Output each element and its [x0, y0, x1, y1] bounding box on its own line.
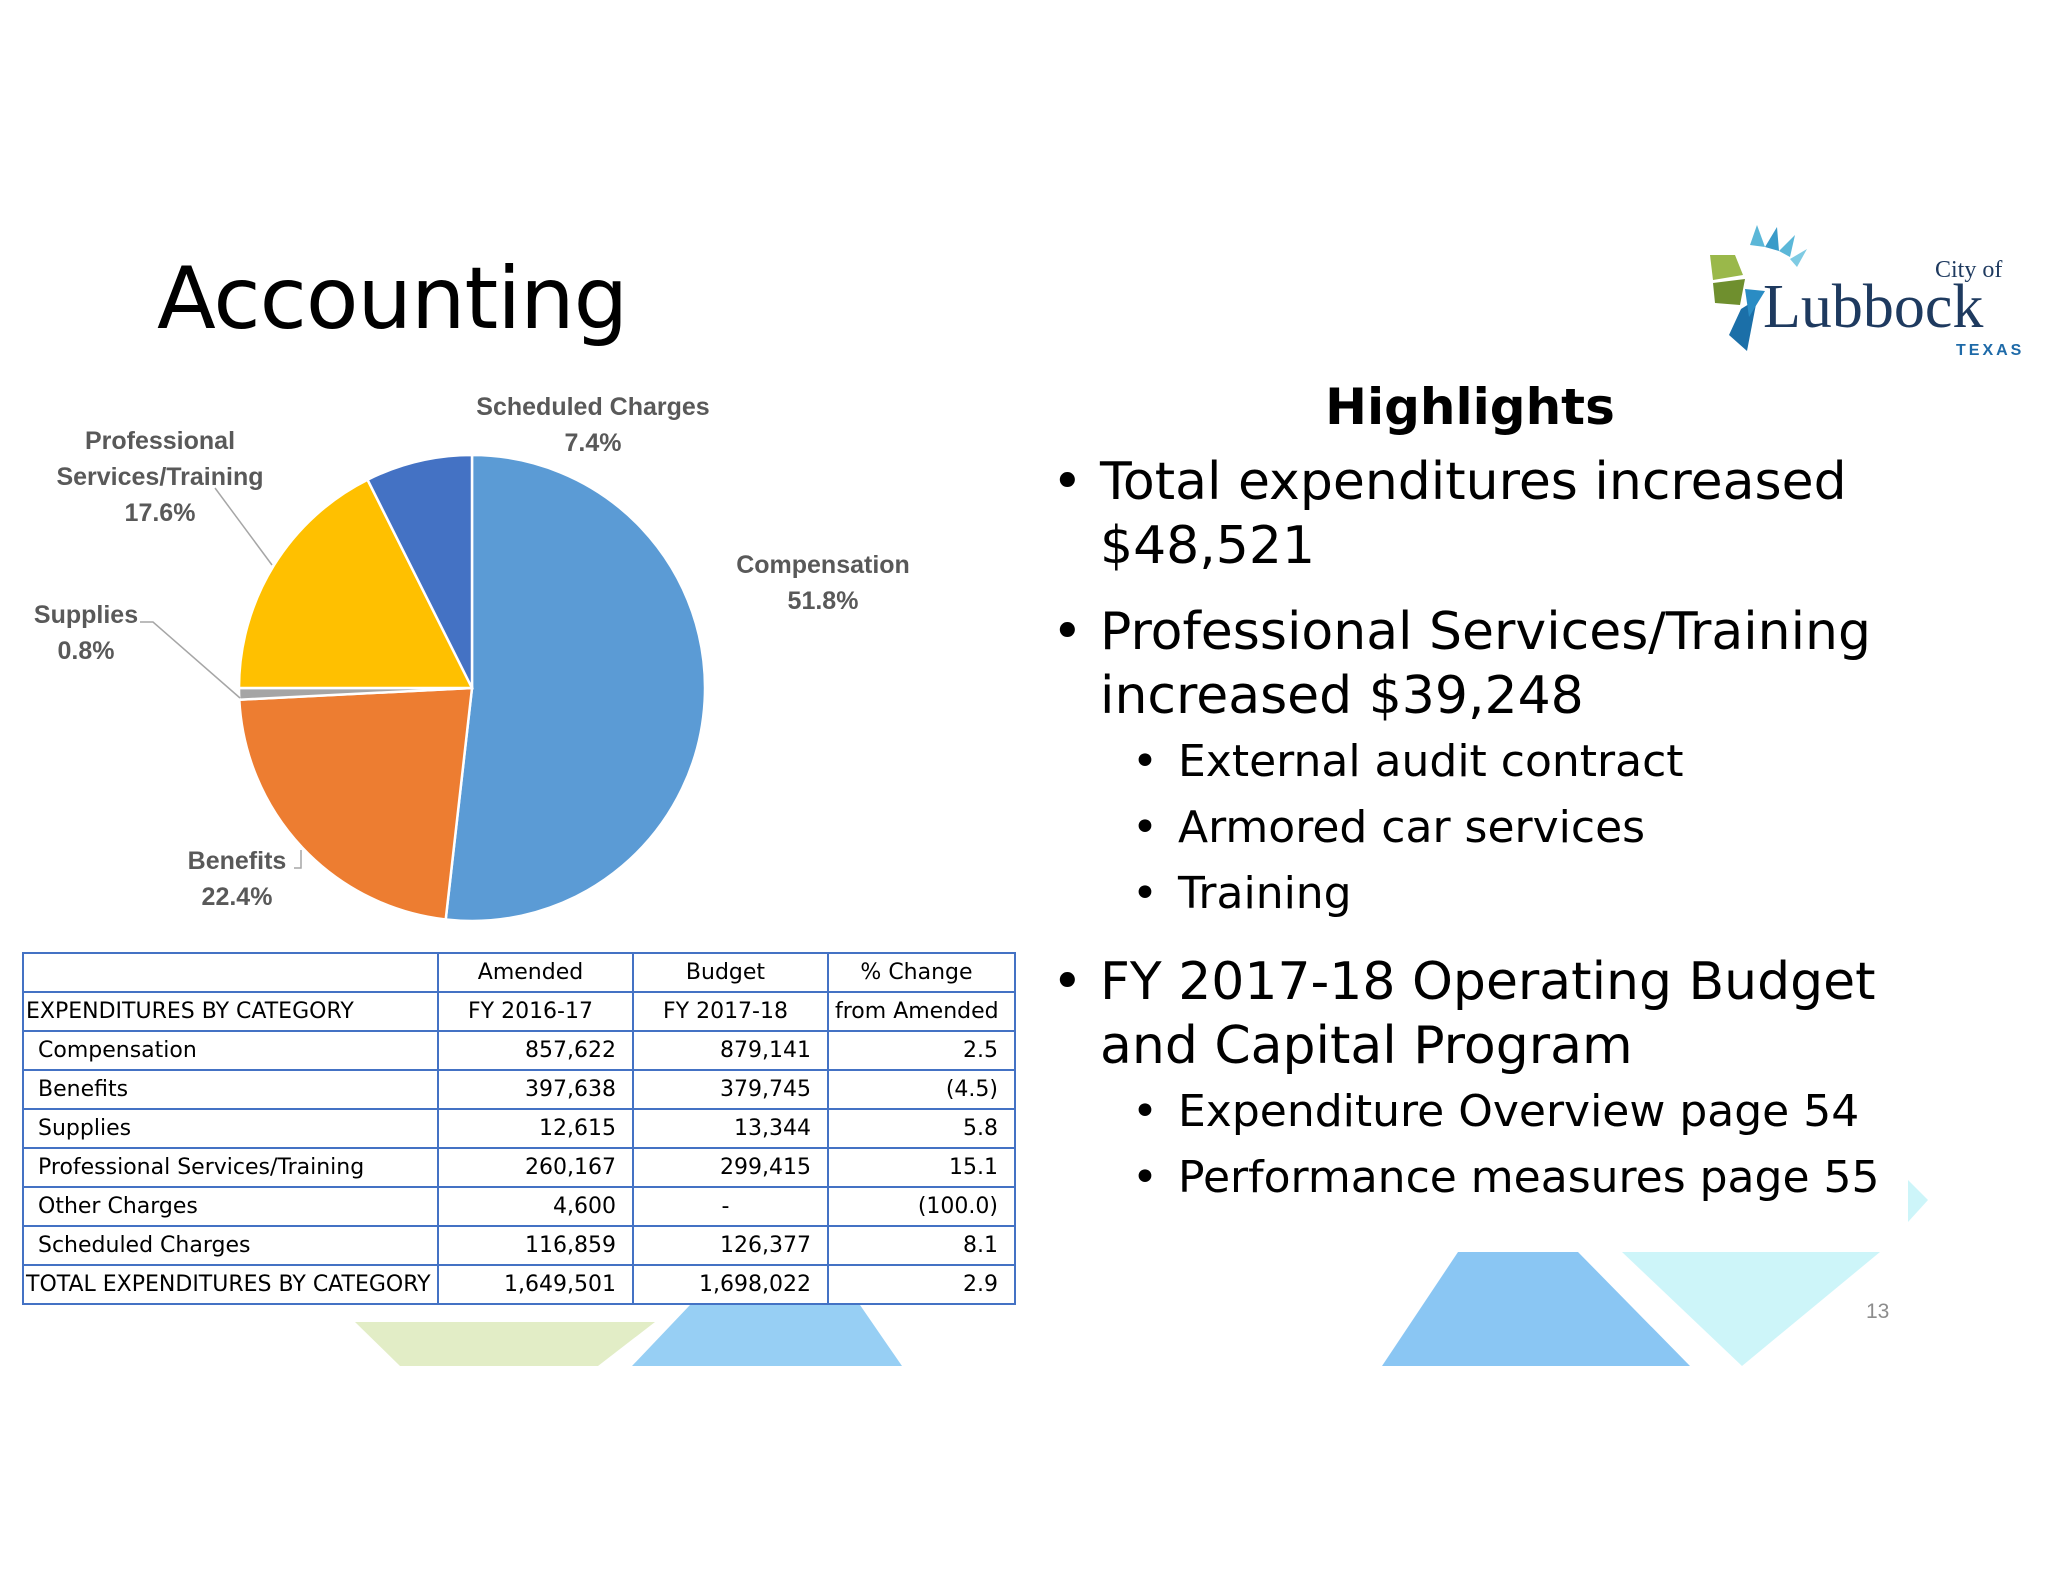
table-cell-category: Other Charges [22, 1186, 439, 1227]
expenditures-table: Amended Budget % Change EXPENDITURES BY … [22, 952, 1016, 1305]
table-cell-category: Benefits [22, 1069, 439, 1110]
deco-triangle-blue-right [1382, 1252, 1690, 1366]
table-cell: 13,344 [632, 1108, 829, 1149]
highlight-bullet-1: Total expenditures increased $48,521 [1040, 450, 1880, 578]
table-cell-category: Scheduled Charges [22, 1225, 439, 1266]
pie-leader-lines [140, 487, 302, 869]
pct-professional: 17.6% [125, 499, 196, 527]
table-cell: 12,615 [437, 1108, 634, 1149]
table-cell: 379,745 [632, 1069, 829, 1110]
table-cell: 8.1 [827, 1225, 1016, 1266]
deco-triangle-blue-left [632, 1305, 902, 1366]
table-header-cell: % Change [827, 952, 1016, 993]
deco-triangle-green [355, 1322, 655, 1366]
table-cell: 857,622 [437, 1030, 634, 1071]
table-cell: 2.5 [827, 1030, 1016, 1071]
table-cell-category: TOTAL EXPENDITURES BY CATEGORY [22, 1264, 439, 1305]
table-row: Scheduled Charges 116,859 126,377 8.1 [22, 1225, 1016, 1266]
highlight-bullet-2: Professional Services/Training increased… [1040, 600, 1880, 728]
highlight-sub-bullet: Armored car services [1040, 800, 2000, 856]
table-header-cell: FY 2016-17 [437, 991, 634, 1032]
table-row: Benefits 397,638 379,745 (4.5) [22, 1069, 1016, 1110]
highlight-sub-bullet: Training [1040, 866, 2000, 922]
table-total-row: TOTAL EXPENDITURES BY CATEGORY 1,649,501… [22, 1264, 1016, 1305]
pct-benefits: 22.4% [202, 883, 273, 911]
highlight-sub-bullet: External audit contract [1040, 734, 2000, 790]
table-cell: 397,638 [437, 1069, 634, 1110]
table-cell: (4.5) [827, 1069, 1016, 1110]
table-row: Professional Services/Training 260,167 2… [22, 1147, 1016, 1188]
pie-slice-scheduled-charges [365, 453, 474, 689]
table-cell: 15.1 [827, 1147, 1016, 1188]
table-cell-category: Professional Services/Training [22, 1147, 439, 1188]
table-header-cell: Amended [437, 952, 634, 993]
table-cell: 4,600 [437, 1186, 634, 1227]
pie-slice-professional-services [237, 478, 475, 690]
label-benefits: Benefits [188, 847, 287, 875]
table-cell: 299,415 [632, 1147, 829, 1188]
logo-line1: City of [1935, 257, 2002, 283]
table-cell: 2.9 [827, 1264, 1016, 1305]
table-cell: 1,649,501 [437, 1264, 634, 1305]
label-supplies: Supplies [34, 601, 138, 629]
logo-line3: TEXAS [1956, 342, 2024, 359]
table-header-row: EXPENDITURES BY CATEGORY FY 2016-17 FY 2… [22, 991, 1016, 1032]
label-professional-line2: Services/Training [56, 463, 263, 491]
pie-slice-compensation [444, 453, 707, 923]
city-of-lubbock-logo: City of Lubbock TEXAS [1710, 225, 2024, 359]
table-header-cell: Budget [632, 952, 829, 993]
table-row: Supplies 12,615 13,344 5.8 [22, 1108, 1016, 1149]
logo-emblem-icon [1710, 225, 1807, 351]
table-cell: 879,141 [632, 1030, 829, 1071]
leader-line-professional [214, 487, 273, 566]
table-header-cell: FY 2017-18 [632, 991, 829, 1032]
highlight-sub-bullet: Expenditure Overview page 54 [1040, 1084, 2000, 1140]
label-professional-line1: Professional [85, 427, 235, 455]
table-cell: 1,698,022 [632, 1264, 829, 1305]
logo-line2: Lubbock [1763, 273, 1983, 341]
table-cell: 116,859 [437, 1225, 634, 1266]
pct-compensation: 51.8% [788, 587, 859, 615]
table-header-cell: from Amended [827, 991, 1016, 1032]
leader-line-supplies [140, 621, 241, 699]
slide-title: Accounting [157, 249, 628, 349]
pie-chart: Scheduled Charges 7.4% Compensation 51.8… [34, 393, 910, 923]
highlights-panel: Highlights Total expenditures increased … [1040, 378, 2000, 1216]
table-header-cell [22, 952, 439, 993]
table-row: Compensation 857,622 879,141 2.5 [22, 1030, 1016, 1071]
label-compensation: Compensation [736, 551, 910, 579]
table-cell: (100.0) [827, 1186, 1016, 1227]
table-cell: 5.8 [827, 1108, 1016, 1149]
highlight-bullet-3: FY 2017-18 Operating Budget and Capital … [1040, 950, 1880, 1078]
table-header-row: Amended Budget % Change [22, 952, 1016, 993]
table-cell-category: Supplies [22, 1108, 439, 1149]
table-row: Other Charges 4,600 - (100.0) [22, 1186, 1016, 1227]
page-number: 13 [1866, 1300, 1890, 1323]
table-cell: - [632, 1186, 829, 1227]
pct-supplies: 0.8% [58, 637, 115, 665]
table-cell: 260,167 [437, 1147, 634, 1188]
pie-slice-benefits [237, 686, 474, 921]
deco-triangle-cyan [1622, 1252, 1880, 1366]
table-cell-category: Compensation [22, 1030, 439, 1071]
highlight-sub-bullet: Performance measures page 55 [1040, 1150, 2000, 1206]
table-cell: 126,377 [632, 1225, 829, 1266]
pie-slices [237, 453, 707, 923]
leader-line-benefits [294, 850, 302, 869]
highlights-title: Highlights [1325, 378, 1615, 436]
pct-scheduled-charges: 7.4% [565, 429, 622, 457]
table-header-cell: EXPENDITURES BY CATEGORY [22, 991, 439, 1032]
label-scheduled-charges: Scheduled Charges [476, 393, 709, 421]
